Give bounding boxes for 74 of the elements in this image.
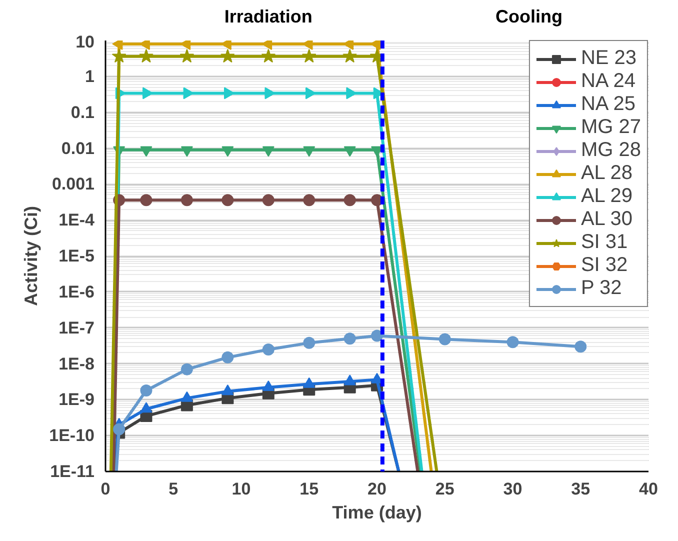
x-tick-label: 10 (232, 480, 251, 498)
legend-label: MG 27 (580, 116, 641, 139)
point (302, 48, 316, 63)
x-tick-label: 40 (639, 480, 658, 498)
y-tick-label: 1E-9 (58, 390, 95, 410)
legend-label: MG 28 (580, 139, 641, 162)
legend-label: AL 30 (580, 208, 632, 231)
text: Irradiation (224, 6, 312, 26)
point (140, 194, 152, 206)
point (261, 48, 276, 63)
legend-label: NA 25 (580, 93, 636, 116)
point (305, 87, 316, 100)
legend-label: P 32 (580, 277, 622, 300)
point (220, 48, 235, 63)
point (262, 146, 274, 157)
point (112, 48, 126, 63)
y-tick-label: 1E-6 (58, 282, 95, 302)
point (262, 343, 274, 356)
point (222, 384, 234, 396)
y-tick-label: 0.1 (70, 102, 95, 122)
y-tick-label: 1E-10 (49, 426, 95, 446)
legend-label: SI 32 (580, 254, 628, 277)
x-tick-label: 5 (168, 480, 178, 498)
y-tick-label: 1 (85, 66, 95, 86)
y-tick-label: 0.001 (52, 174, 95, 194)
point (140, 384, 152, 396)
point (344, 194, 356, 206)
legend-label: SI 31 (580, 231, 628, 254)
x-axis-title: Time (day) (332, 502, 422, 522)
point (262, 380, 274, 392)
point (344, 146, 356, 157)
point (140, 402, 152, 413)
x-tick-label: 15 (300, 480, 319, 498)
x-tick-label: 30 (503, 480, 522, 498)
x-tick-label: 25 (435, 480, 454, 498)
point (180, 363, 193, 376)
x-tick-label: 20 (368, 480, 386, 498)
text: Cooling (496, 6, 563, 26)
point (262, 194, 274, 206)
legend-label: AL 28 (580, 162, 632, 185)
point (222, 194, 234, 206)
y-tick-label: 1E-8 (58, 354, 95, 374)
legend-label: AL 29 (580, 185, 632, 208)
x-tick-label: 0 (100, 480, 110, 498)
point (303, 336, 316, 349)
point (180, 48, 194, 63)
y-tick-label: 1E-5 (58, 246, 95, 266)
y-tick-label: 0.01 (61, 138, 95, 158)
point (303, 194, 316, 206)
point (139, 48, 154, 63)
point (344, 332, 356, 345)
point (506, 336, 519, 348)
point (180, 146, 193, 157)
point (303, 146, 316, 157)
y-tick-label: 1E-7 (58, 318, 95, 338)
point (222, 351, 234, 364)
y-axis-title: Activity (Ci) (21, 206, 42, 306)
point (113, 423, 126, 436)
point (180, 391, 193, 402)
point (574, 340, 587, 353)
point (140, 146, 152, 157)
point (222, 146, 234, 157)
point (344, 374, 356, 386)
point (180, 194, 193, 206)
y-tick-label: 1E-11 (50, 462, 95, 481)
point (371, 330, 383, 342)
point (303, 377, 316, 388)
x-tick-label: 35 (571, 480, 590, 498)
point (438, 333, 451, 346)
legend-label: NA 24 (580, 70, 636, 93)
point (342, 48, 358, 63)
y-tick-label: 1E-4 (58, 210, 96, 230)
legend-label: NE 23 (580, 47, 637, 70)
y-tick-label: 10 (76, 32, 95, 52)
